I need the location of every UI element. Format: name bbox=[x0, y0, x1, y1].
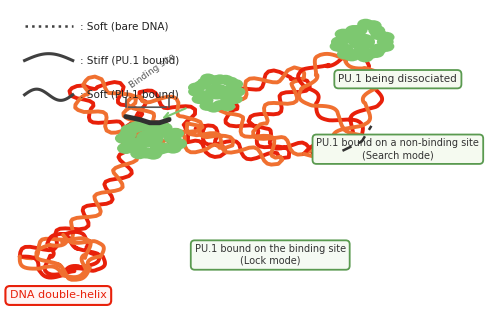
Circle shape bbox=[155, 122, 172, 133]
Circle shape bbox=[362, 48, 378, 59]
Text: : Stiff (PU.1 bound): : Stiff (PU.1 bound) bbox=[80, 56, 179, 66]
Circle shape bbox=[194, 80, 210, 90]
Circle shape bbox=[144, 148, 162, 160]
Circle shape bbox=[130, 141, 147, 153]
Circle shape bbox=[358, 19, 374, 30]
Circle shape bbox=[192, 94, 207, 104]
Text: Binding site: Binding site bbox=[128, 52, 177, 90]
Circle shape bbox=[218, 75, 234, 85]
Circle shape bbox=[351, 47, 368, 58]
Text: : Soft (PU.1 bound): : Soft (PU.1 bound) bbox=[80, 90, 178, 100]
Circle shape bbox=[378, 41, 394, 52]
Circle shape bbox=[224, 84, 240, 94]
Text: PU.1 bound on the binding site
(Lock mode): PU.1 bound on the binding site (Lock mod… bbox=[194, 244, 346, 266]
Circle shape bbox=[346, 25, 362, 36]
Circle shape bbox=[342, 28, 358, 39]
Circle shape bbox=[227, 94, 243, 104]
Circle shape bbox=[193, 90, 208, 100]
Circle shape bbox=[156, 127, 174, 138]
Circle shape bbox=[337, 33, 353, 44]
Circle shape bbox=[334, 29, 351, 40]
Circle shape bbox=[365, 20, 382, 31]
Circle shape bbox=[117, 143, 134, 154]
Circle shape bbox=[130, 148, 148, 159]
Circle shape bbox=[149, 144, 166, 155]
Circle shape bbox=[220, 95, 236, 105]
Circle shape bbox=[170, 138, 187, 149]
Circle shape bbox=[144, 121, 161, 132]
Circle shape bbox=[205, 84, 230, 100]
Circle shape bbox=[132, 120, 150, 131]
Circle shape bbox=[164, 133, 182, 144]
Circle shape bbox=[197, 78, 212, 88]
Circle shape bbox=[225, 89, 240, 100]
Circle shape bbox=[188, 83, 204, 93]
Circle shape bbox=[337, 49, 354, 59]
Circle shape bbox=[138, 120, 156, 131]
Circle shape bbox=[120, 124, 138, 136]
Circle shape bbox=[220, 101, 236, 111]
Circle shape bbox=[230, 87, 246, 97]
Circle shape bbox=[164, 142, 182, 154]
Circle shape bbox=[115, 133, 132, 144]
Text: PU.1 bound on a non-binding site
(Search mode): PU.1 bound on a non-binding site (Search… bbox=[316, 138, 480, 160]
Circle shape bbox=[136, 129, 164, 147]
Circle shape bbox=[198, 95, 214, 105]
Circle shape bbox=[166, 128, 184, 139]
Circle shape bbox=[377, 36, 394, 47]
Circle shape bbox=[126, 122, 144, 133]
Circle shape bbox=[122, 136, 140, 148]
Circle shape bbox=[368, 25, 385, 36]
Circle shape bbox=[154, 143, 172, 154]
Circle shape bbox=[378, 32, 394, 43]
Circle shape bbox=[149, 121, 166, 133]
Circle shape bbox=[207, 75, 222, 85]
Circle shape bbox=[344, 51, 360, 61]
Circle shape bbox=[370, 43, 387, 54]
Circle shape bbox=[212, 74, 228, 84]
Text: PU.1 being dissociated: PU.1 being dissociated bbox=[338, 74, 457, 84]
Circle shape bbox=[200, 73, 216, 84]
Circle shape bbox=[188, 87, 204, 97]
Circle shape bbox=[138, 147, 156, 159]
Circle shape bbox=[228, 79, 243, 89]
Circle shape bbox=[206, 103, 222, 113]
Circle shape bbox=[350, 25, 368, 35]
Circle shape bbox=[212, 100, 228, 110]
Circle shape bbox=[336, 43, 353, 54]
Text: : Soft (bare DNA): : Soft (bare DNA) bbox=[80, 21, 168, 31]
Circle shape bbox=[331, 36, 348, 47]
Circle shape bbox=[330, 41, 346, 52]
Circle shape bbox=[223, 77, 238, 87]
Circle shape bbox=[368, 47, 384, 58]
Text: DNA double-helix: DNA double-helix bbox=[10, 290, 106, 300]
Circle shape bbox=[200, 101, 215, 111]
Circle shape bbox=[370, 29, 388, 40]
Circle shape bbox=[119, 128, 136, 140]
Circle shape bbox=[356, 51, 374, 62]
Circle shape bbox=[348, 33, 375, 51]
